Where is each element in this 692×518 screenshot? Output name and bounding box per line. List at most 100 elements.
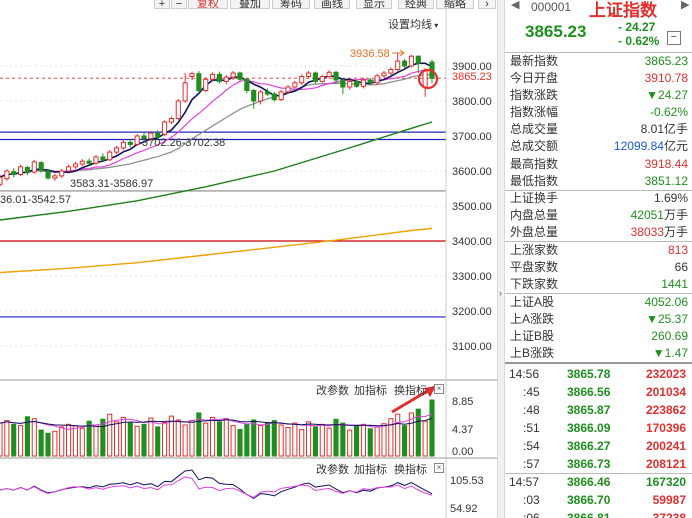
candle <box>0 174 3 187</box>
indicator-add-indicator-button[interactable]: 加指标 <box>354 464 387 476</box>
tick-row: 14:56 3865.78 232023 <box>505 365 692 383</box>
chips-button[interactable]: 筹码 <box>272 0 310 9</box>
stat-value: 66 <box>675 259 688 276</box>
candle <box>24 165 30 176</box>
volume-bar <box>196 412 202 457</box>
next-arrow-icon[interactable]: ▶ <box>681 0 690 11</box>
indicator-line <box>0 476 433 499</box>
more-arrow-button[interactable]: › <box>478 0 496 9</box>
stat-row: 内盘总量 42051万手 <box>505 207 692 224</box>
volume-bar <box>333 418 339 457</box>
volume-bar <box>258 425 264 457</box>
stat-row: 指数涨幅 -0.62% <box>505 104 692 121</box>
candle-body <box>319 76 325 82</box>
candle <box>333 70 339 84</box>
stat-unit: 万手 <box>663 225 688 239</box>
volume-bar <box>306 421 312 457</box>
candle-body <box>237 72 243 80</box>
candle <box>230 70 236 80</box>
display-button[interactable]: 显示 <box>356 0 392 9</box>
volume-bar <box>237 428 243 457</box>
tick-time: :51 <box>523 421 540 435</box>
tick-price: 3866.73 <box>567 457 611 471</box>
prev-arrow-icon[interactable]: ◀ <box>511 0 520 11</box>
candle-body <box>168 118 174 123</box>
ma-settings-button[interactable]: 设置均线 ▾ <box>388 16 438 32</box>
candle <box>175 98 181 120</box>
volume-switch-indicator-button[interactable]: 换指标 <box>394 385 427 397</box>
price-change: - 24.27 <box>618 20 656 34</box>
candle-body <box>107 151 113 161</box>
candle <box>381 70 387 78</box>
candle <box>216 71 222 84</box>
candle-body <box>381 72 387 77</box>
volume-bar <box>4 420 10 457</box>
stat-row: 平盘家数 66 <box>505 259 692 276</box>
stat-label: 总成交额 <box>510 139 559 153</box>
volume-bar <box>429 399 435 457</box>
candle-body <box>216 73 222 82</box>
volume-edit-params-button[interactable]: 改参数 <box>316 385 349 397</box>
volume-bar <box>271 420 277 457</box>
tick-row: :54 3866.27 200241 <box>505 437 692 455</box>
thumbnail-button[interactable]: 缩略 <box>436 0 474 9</box>
classic-button[interactable]: 经典 <box>398 0 434 9</box>
stat-row: 最高指数 3918.44 <box>505 156 692 173</box>
candle <box>38 161 44 173</box>
stat-value: 1.69% <box>654 190 688 207</box>
volume-add-indicator-button[interactable]: 加指标 <box>354 385 387 397</box>
candle <box>114 145 120 155</box>
volume-close-icon[interactable]: × <box>434 384 444 394</box>
candle-body <box>285 86 291 93</box>
volume-bar <box>285 427 291 457</box>
indicator-edit-params-button[interactable]: 改参数 <box>316 464 349 476</box>
candle <box>264 88 270 97</box>
volume-bar <box>354 425 360 457</box>
candle <box>251 89 257 109</box>
stat-row: 上A涨跌 ▼25.37 <box>505 311 692 328</box>
price-axis: 3900.00 3800.00 3700.00 3600.00 3500.00 … <box>452 61 492 353</box>
indicator-switch-indicator-button[interactable]: 换指标 <box>394 464 427 476</box>
high-annotation: 3936.58 <box>350 48 390 60</box>
candle <box>11 168 17 178</box>
panel-splitter[interactable]: › <box>497 0 505 518</box>
stat-number: 8.01亿手 <box>640 122 688 136</box>
indicator-close-icon[interactable]: × <box>434 463 444 473</box>
volume-bar <box>120 416 126 457</box>
stat-label: 今日开盘 <box>510 71 559 85</box>
overlay-button[interactable]: 叠加 <box>230 0 270 9</box>
volume-tick: 4.37 <box>452 424 473 436</box>
stat-number: ▼25.37 <box>646 312 688 326</box>
candle <box>86 158 92 166</box>
tick-price: 3866.56 <box>567 385 611 399</box>
candle <box>210 72 216 82</box>
stat-row: 上B涨跌 ▼1.47 <box>505 345 692 362</box>
stat-number: 1.69% <box>653 191 688 205</box>
candle-body <box>182 82 188 102</box>
candle <box>45 169 51 180</box>
price-tick: 3800.00 <box>452 96 492 108</box>
tick-price: 3866.46 <box>567 475 611 489</box>
volume-bar <box>299 428 305 457</box>
zoom-in-button[interactable]: + <box>154 0 170 9</box>
draw-line-button[interactable]: 画线 <box>314 0 350 9</box>
indicator-lines <box>0 469 433 499</box>
kline-chart[interactable]: 3900.00 3800.00 3700.00 3600.00 3500.00 … <box>0 0 500 518</box>
adjust-button[interactable]: 复权 <box>188 0 228 9</box>
volume-bar <box>360 423 366 457</box>
stat-value: ▼25.37 <box>646 311 688 328</box>
ma-line <box>0 62 433 179</box>
volume-bar <box>189 420 195 457</box>
indicator-tick: 105.53 <box>450 475 484 487</box>
volume-bar <box>18 425 24 457</box>
ma-line <box>0 73 433 178</box>
candle-body <box>196 73 202 91</box>
candle-body <box>374 75 380 84</box>
stats-divider <box>505 293 692 294</box>
candle <box>258 89 264 105</box>
zoom-out-button[interactable]: − <box>171 0 187 9</box>
candle <box>203 77 209 92</box>
collapse-toggle-button[interactable]: − <box>667 31 681 45</box>
stat-number: 813 <box>667 243 688 257</box>
collapse-arrow-icon[interactable]: › <box>499 288 502 298</box>
